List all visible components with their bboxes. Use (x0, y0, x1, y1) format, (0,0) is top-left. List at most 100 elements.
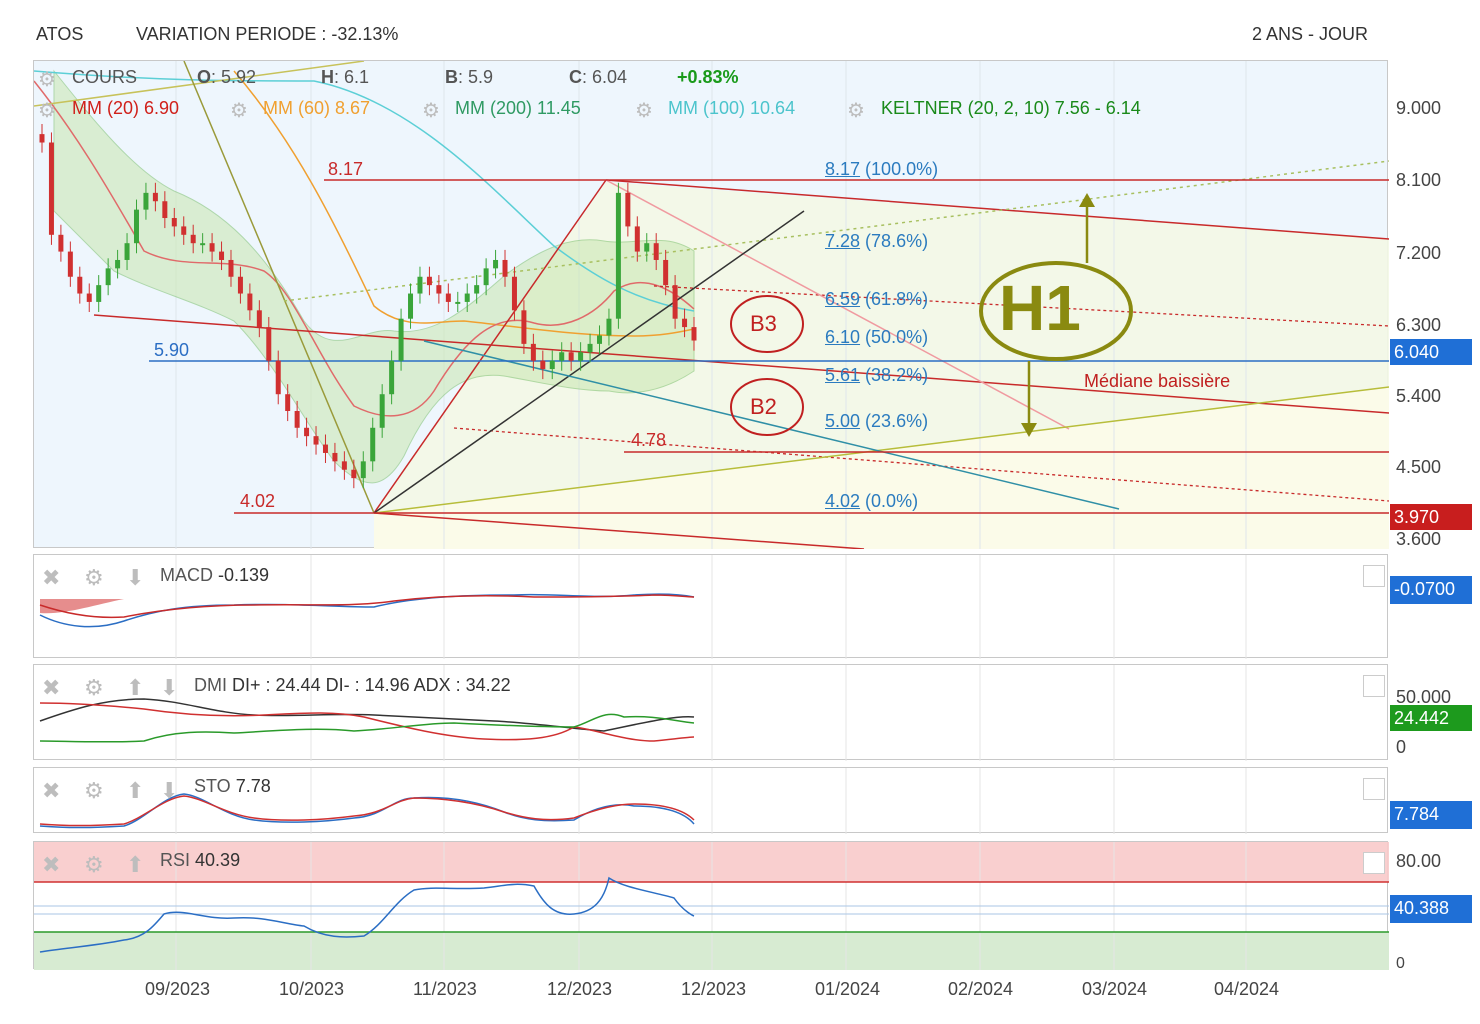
candle-body (58, 234, 64, 252)
cours-label: COURS (72, 67, 138, 87)
price-chart-svg (34, 61, 1389, 549)
rsi-pane[interactable]: ✖ ⚙ ⬆ RSI 40.39 (33, 841, 1389, 970)
median-dotted-2 (653, 285, 1389, 327)
candle-body (219, 251, 225, 260)
candle-body (597, 335, 603, 344)
candle-body (275, 360, 281, 395)
candle-body (379, 394, 385, 428)
dmi-axis-top: 50.000 (1396, 687, 1452, 707)
sto-tag: 7.784 (1390, 801, 1472, 829)
candle-body (162, 201, 168, 219)
x-tick: 03/2024 (1082, 979, 1148, 999)
candle-body (96, 285, 102, 302)
candle-body (436, 285, 442, 294)
x-tick: 12/2023 (547, 979, 613, 999)
candle-body (615, 192, 621, 319)
candle-body (77, 276, 83, 294)
candle-body (606, 318, 612, 336)
candle-body (304, 427, 310, 437)
candle-body (521, 310, 527, 344)
candle-body (171, 218, 177, 227)
candle-body (341, 461, 347, 470)
gear-icon[interactable]: ⚙ (230, 100, 248, 122)
level-590-label: 5.90 (154, 340, 190, 360)
macd-tag: -0.0700 (1390, 576, 1472, 604)
support-line (93, 314, 1389, 414)
gear-icon[interactable]: ⚙ (84, 565, 104, 590)
pane-checkbox[interactable] (1363, 778, 1385, 800)
mm60-line (233, 70, 695, 337)
close-icon[interactable]: ✖ (42, 675, 61, 700)
open-label: O: 5.92 (197, 67, 257, 87)
candle-body (559, 352, 565, 361)
price-vgrid (175, 61, 1247, 549)
close-icon[interactable]: ✖ (42, 778, 61, 803)
arrow-up-icon[interactable]: ⬆ (126, 778, 145, 803)
price-tick: 8.100 (1396, 170, 1442, 190)
dmi-pane[interactable]: ✖ ⚙ ⬆ ⬇ DMI DI+ : 24.44 DI- : 14.96 ADX … (33, 664, 1388, 761)
gear-icon[interactable]: ⚙ (38, 69, 56, 91)
mm100-line (34, 70, 695, 312)
candle-body (86, 293, 92, 302)
candle-body (105, 268, 111, 286)
arrow-up-icon[interactable]: ⬆ (126, 852, 145, 877)
close-icon[interactable]: ✖ (42, 852, 61, 877)
price-pane[interactable]: ⚙ COURS O: 5.92 H: 6.1 B: 5.9 C: 6.04 +0… (33, 60, 1389, 549)
rsi-label: RSI 40.39 (160, 850, 241, 870)
gear-icon[interactable]: ⚙ (84, 778, 104, 803)
mm20-line (34, 80, 695, 417)
mm20-label: MM (20) 6.90 (72, 98, 180, 118)
gear-icon[interactable]: ⚙ (84, 852, 104, 877)
candle-body (578, 352, 584, 361)
period-selector[interactable]: 2 ANS - JOUR (1252, 24, 1369, 44)
b3-ellipse (730, 295, 804, 353)
candle-body (200, 243, 206, 246)
teal-line (423, 340, 1120, 510)
arrow-down-icon[interactable]: ⬇ (160, 778, 179, 803)
candle-body (322, 444, 328, 453)
candle-body (417, 276, 423, 294)
candle-body (67, 251, 73, 277)
macd-pane[interactable]: ✖ ⚙ ⬇ MACD -0.139 (33, 554, 1388, 659)
pink-line (605, 179, 1070, 430)
candle-body (332, 452, 338, 462)
candle-body (511, 276, 517, 311)
candle-body (351, 469, 357, 479)
candle-body (398, 318, 404, 361)
h1-arrow-down-head (1021, 423, 1037, 437)
x-tick: 12/2023 (681, 979, 747, 999)
fan-fill (374, 387, 1389, 549)
pane-checkbox[interactable] (1363, 565, 1385, 587)
candles-group (39, 124, 697, 489)
x-tick: 04/2024 (1214, 979, 1280, 999)
candle-body (634, 226, 640, 252)
high-label: H: 6.1 (321, 67, 370, 87)
candle-body (483, 268, 489, 286)
close-icon[interactable]: ✖ (42, 565, 61, 590)
fib-level-label: 5.61 (38.2%) (825, 365, 929, 385)
gear-icon[interactable]: ⚙ (635, 100, 653, 122)
candle-body (644, 243, 650, 252)
mm60-label: MM (60) 8.67 (263, 98, 371, 118)
candle-body (549, 360, 555, 370)
candle-body (237, 276, 243, 294)
x-tick: 10/2023 (279, 979, 345, 999)
sto-pane[interactable]: ✖ ⚙ ⬆ ⬇ STO 7.78 (33, 767, 1388, 834)
candle-body (502, 259, 508, 277)
arrow-down-icon[interactable]: ⬇ (126, 565, 145, 590)
arrow-down-icon[interactable]: ⬇ (160, 675, 179, 700)
gear-icon[interactable]: ⚙ (38, 100, 56, 122)
pane-checkbox[interactable] (1363, 852, 1385, 874)
variation-label: VARIATION PERIODE : -32.13% (136, 24, 399, 44)
gear-icon[interactable]: ⚙ (422, 100, 440, 122)
candle-body (313, 436, 319, 445)
rsi-axis-top: 80.00 (1396, 851, 1442, 871)
price-tick: 6.300 (1396, 315, 1442, 335)
candle-body (256, 310, 262, 328)
gear-icon[interactable]: ⚙ (84, 675, 104, 700)
gear-icon[interactable]: ⚙ (847, 100, 865, 122)
pane-checkbox[interactable] (1363, 675, 1385, 697)
candle-body (39, 134, 45, 143)
candle-body (285, 394, 291, 411)
arrow-up-icon[interactable]: ⬆ (126, 675, 145, 700)
